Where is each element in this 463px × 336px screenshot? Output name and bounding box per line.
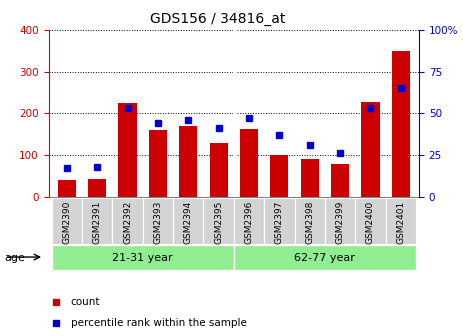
- Bar: [52, 245, 234, 270]
- Bar: [392, 51, 410, 197]
- Bar: [325, 198, 355, 244]
- Bar: [270, 155, 288, 197]
- Text: GSM2390: GSM2390: [63, 201, 71, 244]
- Bar: [88, 179, 106, 197]
- Bar: [149, 130, 167, 197]
- Text: GSM2400: GSM2400: [366, 201, 375, 244]
- Text: GSM2394: GSM2394: [184, 201, 193, 244]
- Bar: [234, 245, 416, 270]
- Bar: [264, 198, 294, 244]
- Text: percentile rank within the sample: percentile rank within the sample: [71, 318, 247, 328]
- Text: age: age: [5, 253, 25, 263]
- Text: GSM2397: GSM2397: [275, 201, 284, 244]
- Text: GDS156 / 34816_at: GDS156 / 34816_at: [150, 12, 285, 26]
- Bar: [113, 198, 143, 244]
- Text: count: count: [71, 297, 100, 307]
- Bar: [203, 198, 234, 244]
- Bar: [361, 102, 380, 197]
- Bar: [331, 164, 349, 197]
- Bar: [355, 198, 386, 244]
- Text: GSM2392: GSM2392: [123, 201, 132, 244]
- Text: 62-77 year: 62-77 year: [294, 253, 355, 263]
- Bar: [119, 103, 137, 197]
- Bar: [179, 126, 197, 197]
- Bar: [143, 198, 173, 244]
- Text: GSM2393: GSM2393: [153, 201, 163, 244]
- Bar: [52, 198, 82, 244]
- Bar: [300, 159, 319, 197]
- Text: GSM2391: GSM2391: [93, 201, 102, 244]
- Bar: [294, 198, 325, 244]
- Bar: [82, 198, 113, 244]
- Text: GSM2401: GSM2401: [396, 201, 405, 244]
- Text: 21-31 year: 21-31 year: [113, 253, 173, 263]
- Text: GSM2398: GSM2398: [305, 201, 314, 244]
- Bar: [173, 198, 203, 244]
- Bar: [240, 129, 258, 197]
- Bar: [210, 142, 228, 197]
- Text: GSM2396: GSM2396: [244, 201, 254, 244]
- Bar: [234, 198, 264, 244]
- Text: GSM2395: GSM2395: [214, 201, 223, 244]
- Bar: [386, 198, 416, 244]
- Bar: [58, 180, 76, 197]
- Text: GSM2399: GSM2399: [336, 201, 344, 244]
